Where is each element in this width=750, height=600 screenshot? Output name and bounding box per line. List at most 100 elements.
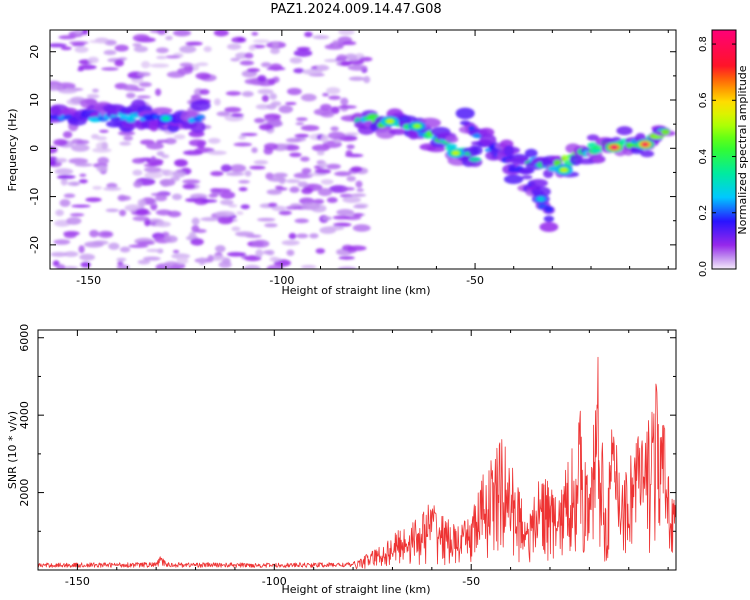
spectrogram-cell [159, 139, 168, 143]
spectrogram-cell [233, 142, 253, 147]
spectrogram-cell [149, 161, 163, 167]
spectrogram-cell [217, 216, 234, 225]
spectrogram-cell [286, 87, 302, 96]
spectrogram-cell [264, 117, 276, 122]
spectrogram-cell [352, 213, 364, 217]
spectrogram-cell [228, 204, 238, 208]
spectrogram-cell [123, 135, 134, 141]
spectrogram-cell [244, 170, 252, 177]
spectrogram-cell [661, 128, 670, 136]
spectrogram-cell [161, 154, 170, 159]
spectrogram-cell [117, 131, 136, 136]
spectrogram-cell [257, 88, 274, 95]
spectrogram-cell [190, 99, 211, 112]
spectrogram-cell [230, 57, 240, 62]
spectrogram-cell [338, 41, 345, 46]
spectrogram-cell [149, 30, 169, 33]
spectrogram-cell [251, 239, 270, 248]
spectrogram-cell [109, 116, 123, 122]
spectrogram-cell [137, 198, 146, 207]
spectrogram-cell [273, 259, 291, 267]
spectrogram-cell [328, 95, 341, 100]
spectrogram-cell [261, 94, 269, 102]
spectrogram-cell [316, 64, 329, 72]
spectrogram-cell [271, 205, 287, 212]
snr-axes: -150 -100 -50 2000 4000 6000 [18, 324, 676, 588]
spectrogram-cell [66, 217, 82, 225]
spectrogram-cell [300, 124, 320, 132]
spectrogram-cell [251, 147, 258, 154]
spectrogram-cell [182, 179, 201, 184]
spectrogram-cell [293, 49, 313, 57]
spectrogram-cell [300, 202, 321, 210]
spectrogram-cell [322, 92, 329, 97]
spectrogram-cell [108, 242, 120, 250]
spectrogram-cell [640, 150, 655, 158]
spectrogram-cell [63, 232, 77, 239]
spectrogram-cell [503, 145, 515, 157]
spectrogram-cell [356, 188, 364, 192]
spectrogram-cell [328, 185, 349, 193]
spectrogram-cell [101, 232, 112, 236]
spectrogram-cell [285, 137, 302, 143]
spectrogram-cell [332, 215, 350, 220]
spectrogram-cell [174, 159, 189, 167]
spectrogram-cell [169, 265, 181, 269]
spectrogram-cell [50, 43, 67, 48]
spectrogram-cell [188, 231, 197, 239]
spectrogram-cell [67, 181, 81, 186]
spectrogram-cell [69, 213, 85, 217]
spectrogram-cell [199, 89, 210, 95]
spectrogram-cell [60, 178, 68, 186]
spectrogram-cell [182, 183, 196, 190]
spectrogram-cell [132, 216, 150, 222]
spectrogram-cell [76, 139, 90, 145]
spectrogram-cell [121, 118, 141, 129]
spectrogram-cell [172, 249, 180, 254]
spectrogram-y-tick-label: 20 [28, 45, 41, 59]
spectrogram-y-tick-label: -20 [28, 236, 41, 254]
spectrogram-cell [591, 155, 605, 164]
spectrogram-cell [312, 35, 330, 40]
spectrogram-cell [314, 168, 332, 175]
spectrogram-cell [50, 84, 64, 91]
spectrogram-cell [141, 61, 151, 69]
spectrogram-cell [616, 126, 633, 136]
spectrogram-cell [355, 180, 363, 188]
spectrogram-cell [101, 67, 119, 71]
spectrogram-cell [336, 54, 348, 62]
spectrogram-cell [92, 88, 99, 93]
spectrogram-cell [62, 131, 73, 139]
spectrogram-cell [269, 93, 277, 100]
spectrogram-cell [50, 251, 68, 257]
spectrogram-cell [285, 101, 297, 106]
spectrogram-cell [128, 244, 149, 248]
spectrogram-cell [220, 164, 232, 173]
spectrogram-cell [103, 50, 117, 56]
spectrogram-cell [151, 107, 173, 115]
spectrogram-cell [288, 232, 297, 240]
spectrogram-cell [155, 88, 162, 96]
spectrogram-cell [255, 104, 270, 110]
spectrogram-cell [300, 265, 317, 269]
spectrogram-cell [263, 250, 271, 255]
spectrogram-cell [125, 117, 136, 123]
spectrogram-frame [49, 29, 677, 270]
spectrogram-cell [468, 157, 482, 162]
spectrogram-cell [137, 71, 151, 77]
spectrogram-cell [326, 87, 341, 95]
spectrogram-cell [251, 31, 259, 36]
spectrogram-cell [327, 131, 346, 140]
spectrogram-cells [50, 30, 676, 269]
spectrogram-cell [244, 52, 254, 59]
spectrogram-cell [278, 105, 294, 114]
spectrogram-cell [269, 63, 283, 71]
spectrogram-cell [136, 95, 151, 99]
spectrogram-cell [253, 117, 266, 124]
spectrogram-cell [132, 43, 142, 47]
spectrogram-cell [347, 64, 368, 71]
spectrogram-cell [53, 239, 71, 245]
snr-x-tick-label: -150 [65, 575, 90, 588]
spectrogram-cell [363, 76, 371, 84]
spectrogram-cell [610, 145, 618, 150]
